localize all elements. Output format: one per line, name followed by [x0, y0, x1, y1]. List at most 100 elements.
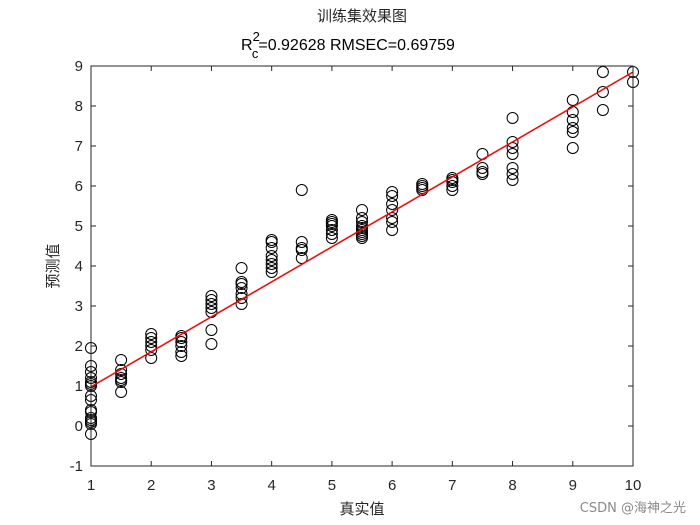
- data-point: [175, 350, 188, 362]
- data-point: [115, 386, 128, 398]
- data-point: [295, 252, 308, 264]
- data-point: [145, 336, 158, 348]
- subtitle-r-superscript: 2: [253, 29, 260, 44]
- x-tick-label: 1: [87, 477, 95, 494]
- y-tick-label: 2: [75, 338, 83, 355]
- data-point: [476, 166, 489, 178]
- data-point: [325, 232, 338, 244]
- data-point: [386, 186, 399, 198]
- data-point: [205, 338, 218, 350]
- data-point: [205, 324, 218, 336]
- data-point: [265, 258, 278, 270]
- data-point: [295, 184, 308, 196]
- data-point: [265, 262, 278, 274]
- data-point: [386, 204, 399, 216]
- data-point: [386, 198, 399, 210]
- data-point: [145, 332, 158, 344]
- data-point: [175, 346, 188, 358]
- data-point: [295, 242, 308, 254]
- data-point: [566, 142, 579, 154]
- data-point: [566, 106, 579, 118]
- chart-title: 训练集效果图: [317, 7, 407, 25]
- data-point: [506, 168, 519, 180]
- data-point: [506, 174, 519, 186]
- x-tick-label: 10: [625, 477, 642, 494]
- y-tick-label: 6: [75, 178, 83, 195]
- x-tick-label: 7: [448, 477, 456, 494]
- data-point: [325, 228, 338, 240]
- data-point: [235, 262, 248, 274]
- data-point: [446, 180, 459, 192]
- data-point: [446, 172, 459, 184]
- data-point: [265, 242, 278, 254]
- y-tick-label: -1: [70, 458, 83, 475]
- axis-tick-labels: 1 2 3 4 5 6 7 8 9 10 -1 0 1 2 3 4 5 6 7 8 9: [70, 58, 642, 494]
- data-point: [356, 212, 368, 224]
- data-point: [566, 114, 579, 126]
- data-point: [386, 216, 399, 228]
- x-tick-label: 9: [569, 477, 577, 494]
- data-point: [356, 204, 368, 216]
- data-point: [566, 122, 579, 134]
- y-tick-label: 5: [75, 218, 83, 235]
- data-point: [596, 66, 609, 78]
- data-point: [325, 224, 338, 236]
- data-point: [506, 148, 519, 160]
- x-axis-label: 真实值: [339, 500, 384, 518]
- data-point: [295, 236, 308, 248]
- data-point: [175, 330, 188, 342]
- data-point: [205, 302, 218, 314]
- x-tick-label: 6: [388, 477, 396, 494]
- data-point: [235, 282, 248, 294]
- data-point: [265, 266, 278, 278]
- x-tick-label: 5: [328, 477, 336, 494]
- y-tick-label: 3: [75, 298, 83, 315]
- y-tick-label: 0: [75, 418, 83, 435]
- data-point: [386, 224, 399, 236]
- data-point: [265, 250, 278, 262]
- x-tick-label: 8: [508, 477, 516, 494]
- y-tick-label: 7: [75, 138, 83, 155]
- data-point: [476, 162, 489, 174]
- y-tick-label: 1: [75, 378, 83, 395]
- y-tick-label: 4: [75, 258, 83, 275]
- data-point: [566, 126, 579, 138]
- data-point: [235, 292, 248, 304]
- data-point: [596, 104, 609, 116]
- data-point: [115, 354, 128, 366]
- data-point: [446, 184, 459, 196]
- chart-subtitle: R2 c=0.92628 RMSEC=0.69759: [241, 29, 455, 61]
- data-point: [416, 178, 429, 190]
- y-axis-label: 预测值: [44, 243, 62, 288]
- x-tick-label: 4: [267, 477, 275, 494]
- data-point: [145, 328, 158, 340]
- subtitle-r-subscript: c: [252, 46, 259, 61]
- x-tick-label: 2: [147, 477, 155, 494]
- data-point: [506, 136, 519, 148]
- data-point: [265, 234, 278, 246]
- data-point: [115, 364, 128, 376]
- data-point: [205, 298, 218, 310]
- data-point: [115, 372, 128, 384]
- y-tick-label: 9: [75, 58, 83, 75]
- data-point: [325, 214, 338, 226]
- data-point: [566, 94, 579, 106]
- data-point: [175, 340, 188, 352]
- data-point: [506, 162, 519, 174]
- data-point: [235, 276, 248, 288]
- plot-frame: [90, 65, 634, 467]
- data-point: [175, 336, 188, 348]
- data-point: [386, 190, 399, 202]
- subtitle-r-letter: R: [241, 37, 253, 54]
- subtitle-metrics-text: =0.92628 RMSEC=0.69759: [258, 37, 455, 54]
- data-point: [205, 294, 218, 306]
- y-tick-label: 8: [75, 98, 83, 115]
- data-point: [506, 112, 519, 124]
- data-point: [265, 254, 278, 266]
- data-markers: [85, 66, 639, 440]
- fit-line: [90, 71, 634, 388]
- data-point: [145, 344, 158, 356]
- watermark: CSDN @海神之光: [580, 501, 686, 516]
- data-point: [356, 216, 368, 228]
